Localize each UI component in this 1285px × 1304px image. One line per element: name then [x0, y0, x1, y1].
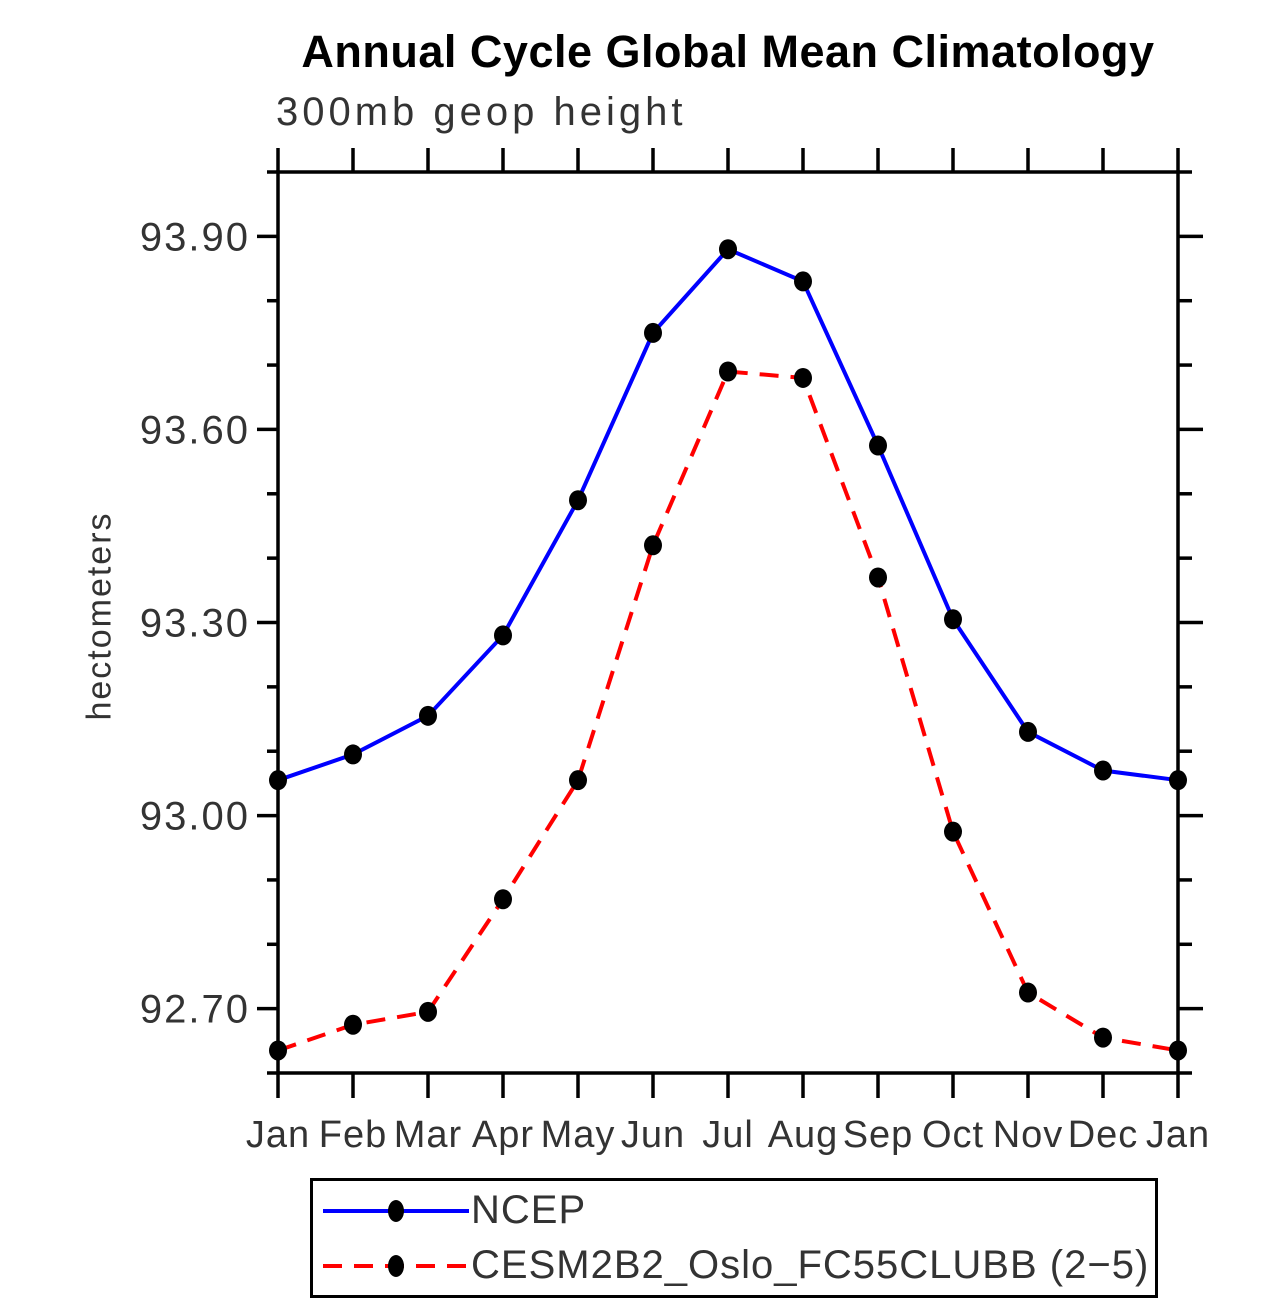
data-point-marker-cesm: [944, 821, 962, 842]
series-line-ncep: [277, 246, 1179, 783]
data-point-marker-cesm: [1094, 1027, 1112, 1048]
data-point-marker-ncep: [419, 705, 437, 726]
data-point-marker-cesm: [569, 770, 587, 791]
data-point-marker-cesm: [494, 889, 512, 910]
data-point-marker-ncep: [869, 435, 887, 456]
data-point-marker-ncep: [794, 271, 812, 292]
x-tick-label: Sep: [843, 1114, 914, 1156]
legend-line-sample-cesm: [323, 1254, 469, 1277]
legend-item-ncep: NCEP: [321, 1188, 1155, 1234]
x-tick-label: Apr: [472, 1114, 534, 1156]
data-point-marker-ncep: [569, 490, 587, 511]
series-line-cesm: [277, 369, 1179, 1053]
data-point-marker-cesm: [419, 1001, 437, 1022]
x-tick-label: Jul: [702, 1114, 754, 1156]
data-point-marker-cesm: [644, 535, 662, 556]
data-point-marker-ncep: [944, 609, 962, 630]
plot-frame: [276, 170, 1180, 1075]
x-tick-label: Aug: [768, 1114, 839, 1156]
chart-subtitle: 300mb geop height: [276, 90, 687, 134]
x-tick-label: Nov: [993, 1114, 1064, 1156]
data-point-marker-ncep: [344, 744, 362, 765]
data-point-marker-cesm: [269, 1040, 287, 1061]
x-tick-label: Jun: [621, 1114, 685, 1156]
data-point-marker-cesm: [869, 567, 887, 588]
data-point-marker-ncep: [1169, 770, 1187, 791]
x-tick-label: Oct: [922, 1114, 984, 1156]
x-tick-label: Jan: [246, 1114, 310, 1156]
data-point-marker-cesm: [719, 361, 737, 382]
data-point-marker-cesm: [1169, 1040, 1187, 1061]
legend-line-sample-ncep: [323, 1199, 469, 1222]
chart-title: Annual Cycle Global Mean Climatology: [301, 26, 1155, 77]
data-point-marker-ncep: [644, 322, 662, 343]
data-point-marker-ncep: [1094, 760, 1112, 781]
y-tick-label: 93.00: [140, 795, 250, 839]
y-tick-label: 93.60: [140, 408, 250, 452]
legend-marker-cesm: [388, 1254, 404, 1277]
data-point-marker-cesm: [344, 1014, 362, 1035]
data-point-marker-ncep: [494, 625, 512, 646]
x-tick-label: Dec: [1068, 1114, 1139, 1156]
data-point-marker-ncep: [719, 239, 737, 260]
legend-item-cesm: CESM2B2_Oslo_FC55CLUBB (2−5): [321, 1243, 1155, 1289]
y-tick-label: 92.70: [140, 988, 250, 1032]
data-point-marker-ncep: [269, 770, 287, 791]
x-tick-label: Jan: [1146, 1114, 1210, 1156]
y-tick-label: 93.90: [140, 215, 250, 259]
legend-label-cesm: CESM2B2_Oslo_FC55CLUBB (2−5): [471, 1243, 1150, 1287]
legend: NCEP CESM2B2_Oslo_FC55CLUBB (2−5): [310, 1178, 1158, 1298]
data-point-marker-cesm: [1019, 982, 1037, 1003]
x-tick-label: May: [541, 1114, 616, 1156]
data-point-marker-cesm: [794, 367, 812, 388]
y-tick-label: 93.30: [140, 602, 250, 646]
legend-label-ncep: NCEP: [471, 1188, 587, 1232]
legend-marker-ncep: [388, 1199, 404, 1222]
data-point-marker-ncep: [1019, 721, 1037, 742]
x-tick-label: Mar: [394, 1114, 462, 1156]
x-tick-label: Feb: [319, 1114, 387, 1156]
